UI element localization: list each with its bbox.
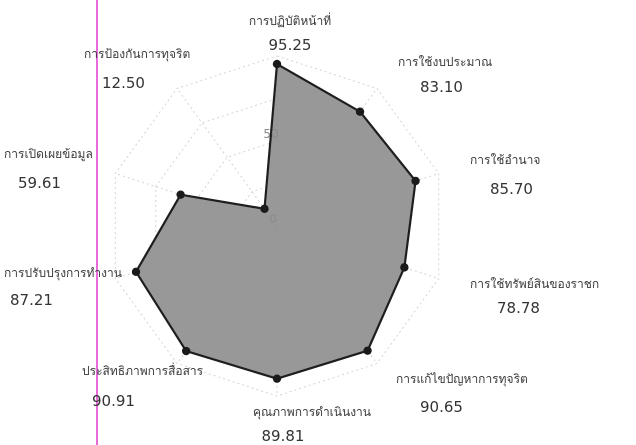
category-label: การป้องกันการทุจริต	[84, 47, 190, 62]
radar-series-layer	[131, 59, 420, 383]
value-label: 12.50	[102, 74, 145, 92]
value-label: 89.81	[262, 427, 305, 445]
data-point	[400, 263, 409, 272]
category-label: การใช้ทรัพย์สินของราชก	[470, 277, 599, 291]
data-point	[355, 107, 365, 116]
value-label: 83.10	[420, 78, 463, 96]
category-label: ประสิทธิภาพการสื่อสาร	[82, 362, 204, 378]
value-label: 90.65	[420, 398, 463, 416]
value-label: 95.25	[269, 36, 312, 54]
data-point	[272, 59, 282, 69]
value-label: 59.61	[18, 174, 61, 192]
radar-category-labels: การปฏิบัติหน้าที่ 95.25 การใช้งบประมาณ 83.1…	[4, 12, 599, 445]
category-label: การปฏิบัติหน้าที่	[249, 12, 331, 28]
data-point	[260, 204, 269, 214]
data-point	[131, 267, 141, 277]
radial-tick-label: 0	[269, 212, 277, 226]
data-point	[411, 176, 420, 186]
data-point	[363, 346, 372, 355]
radial-tick-label: 50	[263, 127, 278, 141]
data-point	[176, 190, 185, 199]
grid-ring	[114, 55, 440, 397]
value-label: 78.78	[497, 299, 540, 317]
data-point	[181, 346, 191, 356]
value-label: 90.91	[92, 392, 135, 410]
category-label: การเปิดเผยข้อมูล	[4, 147, 93, 162]
grid-spoke	[176, 88, 278, 227]
category-label: คุณภาพการดำเนินงาน	[253, 405, 371, 420]
category-label: การแก้ไขปัญหาการทุจริต	[396, 372, 528, 387]
radar-tick-labels: 0 50	[263, 127, 278, 226]
category-label: การปรับปรุงการทำงาน	[4, 266, 122, 281]
grid-spoke	[276, 225, 439, 280]
value-label: 87.21	[10, 291, 53, 309]
data-point	[272, 374, 282, 383]
value-label: 85.70	[490, 180, 533, 198]
category-label: การใช้งบประมาณ	[398, 55, 492, 69]
category-label: การใช้อำนาจ	[470, 153, 540, 167]
